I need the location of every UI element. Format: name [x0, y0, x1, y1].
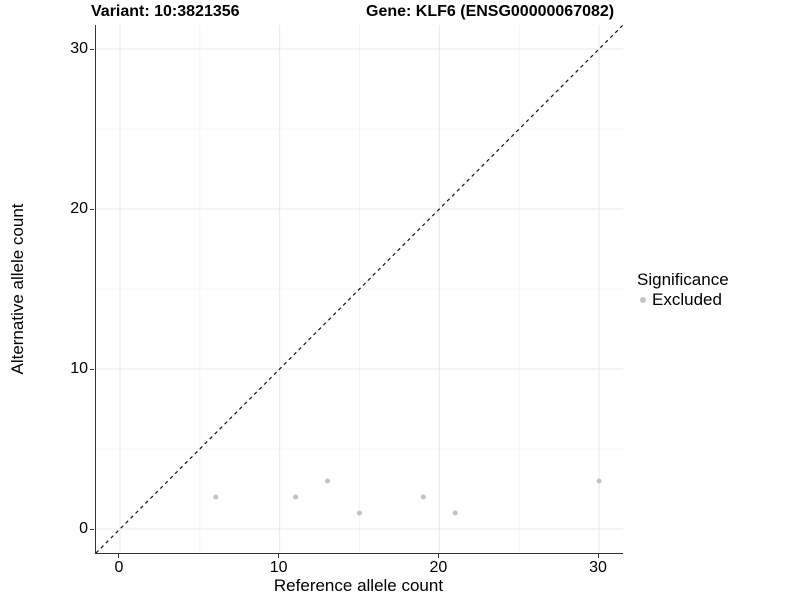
legend: Significance Excluded: [637, 270, 729, 310]
data-point: [596, 478, 602, 484]
plot-title-variant: Variant: 10:3821356: [91, 3, 240, 20]
y-axis-tick: [90, 48, 94, 50]
data-point: [452, 510, 458, 516]
data-point: [357, 510, 362, 516]
legend-item-label: Excluded: [652, 290, 722, 309]
x-axis-tick-label: 20: [429, 559, 448, 576]
x-axis-title: Reference allele count: [273, 576, 444, 595]
data-point: [325, 478, 331, 484]
y-axis-tick-label: 0: [79, 520, 88, 537]
y-axis-tick: [90, 528, 94, 530]
y-axis-tick: [90, 208, 94, 210]
x-axis-tick-label: 10: [269, 559, 288, 576]
identity-dashed-line: [96, 25, 623, 553]
y-axis-tick: [90, 368, 94, 370]
y-axis-tick-label: 20: [70, 200, 88, 217]
x-axis-tick-label: 0: [114, 559, 124, 576]
data-point: [293, 494, 299, 500]
legend-title: Significance: [637, 270, 729, 289]
plot-title-gene: Gene: KLF6 (ENSG00000067082): [366, 3, 615, 20]
legend-item-excluded: Excluded: [637, 290, 729, 310]
data-point: [420, 494, 426, 500]
legend-point-swatch: [640, 297, 646, 303]
x-axis-tick: [278, 554, 280, 558]
x-axis-tick-label: 30: [589, 559, 607, 576]
x-axis-tick: [118, 554, 120, 558]
x-axis-tick: [597, 554, 599, 558]
x-axis-tick: [437, 554, 439, 558]
data-point: [213, 494, 219, 500]
y-axis-tick-label: 10: [70, 360, 88, 377]
y-axis-tick-label: 30: [70, 40, 88, 57]
y-axis-title: Alternative allele count: [8, 203, 27, 375]
plot-panel: [95, 25, 623, 554]
plot-canvas: [96, 25, 623, 553]
